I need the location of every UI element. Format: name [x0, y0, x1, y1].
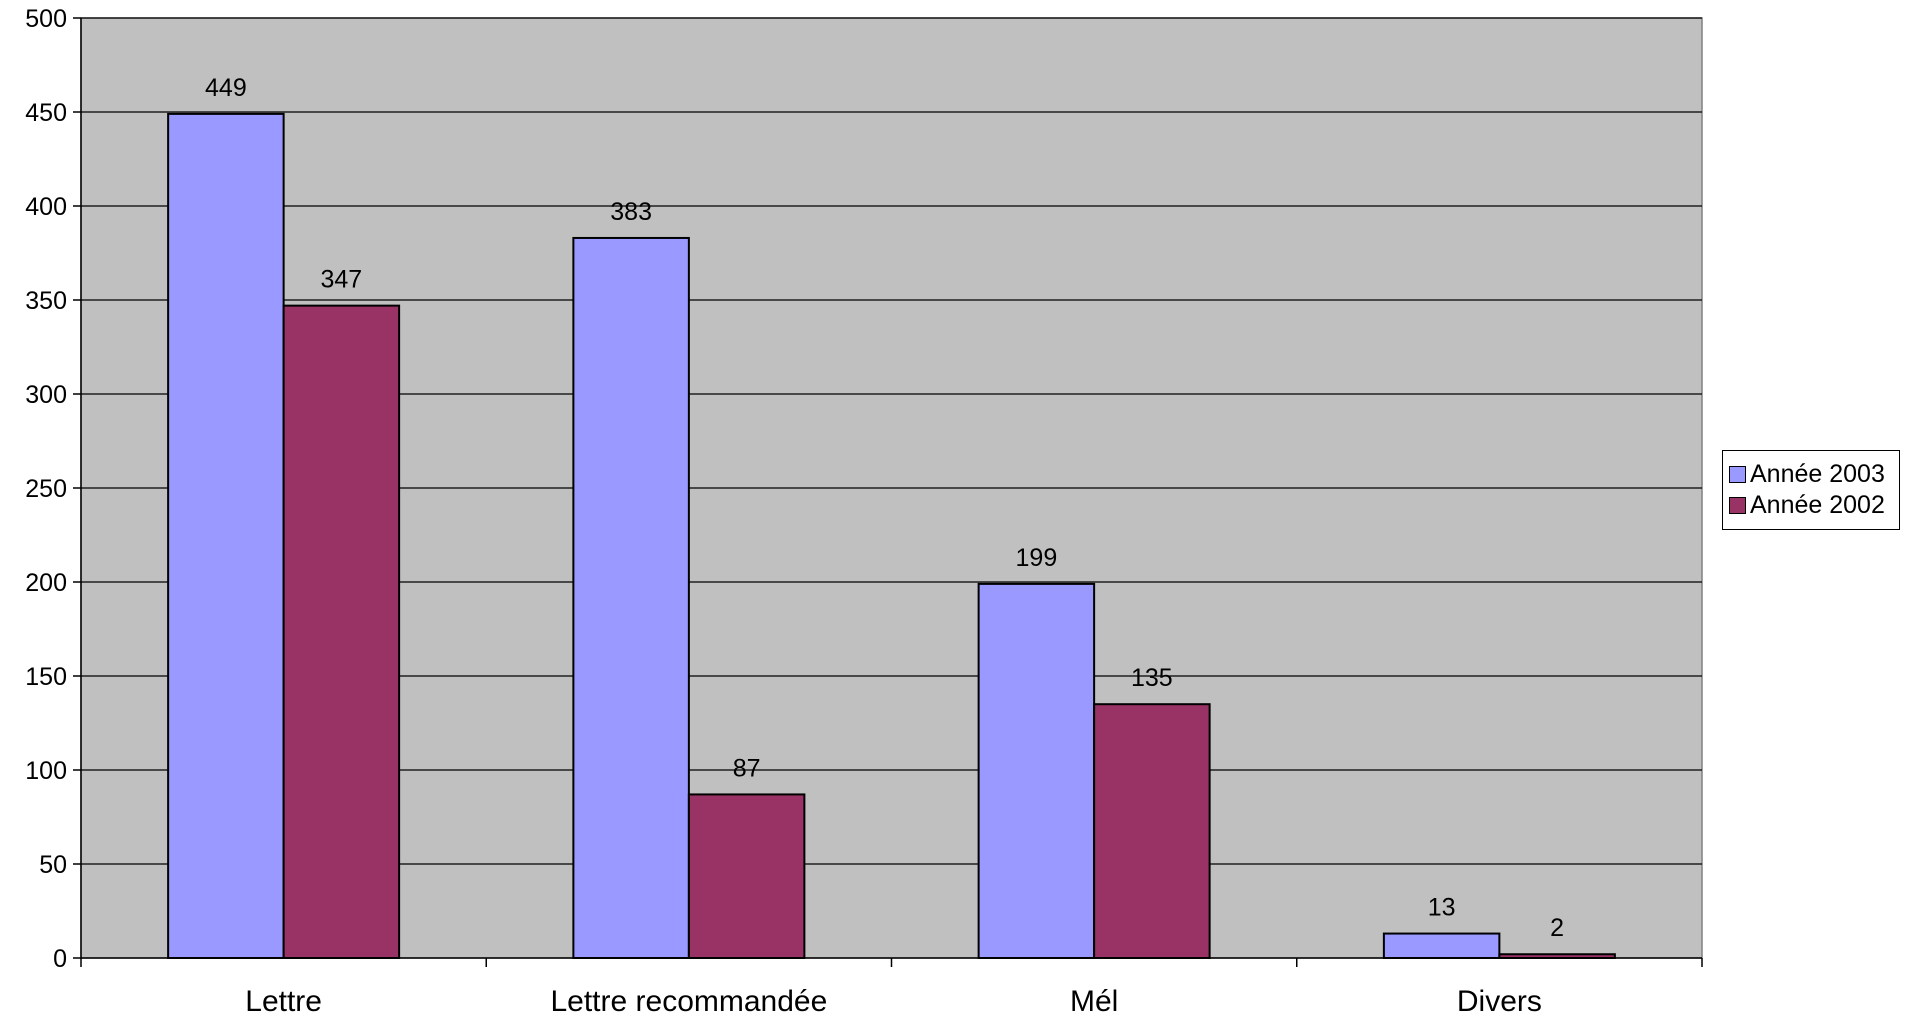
bar-1-1 — [167, 112, 285, 959]
bar-1-3 — [977, 582, 1096, 959]
y-tick-label: 200 — [25, 569, 67, 597]
y-tick-label: 50 — [39, 851, 67, 879]
y-tick-label: 500 — [25, 5, 67, 33]
y-tick-label: 0 — [53, 945, 67, 973]
y-tick-label: 450 — [25, 99, 67, 127]
x-tick-label: Lettre — [245, 985, 322, 1018]
data-label: 13 — [1428, 894, 1456, 922]
y-tick-label: 150 — [25, 663, 67, 691]
y-tick-label: 400 — [25, 193, 67, 221]
bar-2-1 — [282, 304, 401, 959]
legend-label-series-2: Année 2002 — [1750, 491, 1885, 519]
y-tick-label: 100 — [25, 757, 67, 785]
legend-label-series-1: Année 2003 — [1750, 460, 1885, 488]
y-tick-label: 300 — [25, 381, 67, 409]
bar-1-2 — [572, 236, 690, 959]
x-tick-label: Divers — [1457, 985, 1542, 1018]
data-label: 199 — [1016, 544, 1058, 572]
bar-1-4 — [1382, 932, 1501, 959]
data-label: 383 — [610, 198, 652, 226]
data-label: 135 — [1131, 664, 1173, 692]
data-label: 2 — [1550, 914, 1564, 942]
y-tick-label: 250 — [25, 475, 67, 503]
bar-2-4 — [1498, 953, 1616, 959]
data-label: 87 — [733, 754, 761, 782]
legend-item-series-1: Année 2003 — [1729, 459, 1893, 490]
bar-2-2 — [687, 793, 806, 959]
x-tick-label: Mél — [1070, 985, 1118, 1018]
legend-swatch-series-1 — [1729, 466, 1746, 483]
data-label: 449 — [205, 74, 247, 102]
legend-item-series-2: Année 2002 — [1729, 490, 1893, 521]
chart-legend: Année 2003 Année 2002 — [1722, 450, 1900, 530]
data-label: 347 — [321, 266, 363, 294]
x-tick-label: Lettre recommandée — [550, 985, 827, 1018]
bar-2-3 — [1093, 703, 1211, 960]
legend-swatch-series-2 — [1729, 497, 1746, 514]
y-tick-label: 350 — [25, 287, 67, 315]
